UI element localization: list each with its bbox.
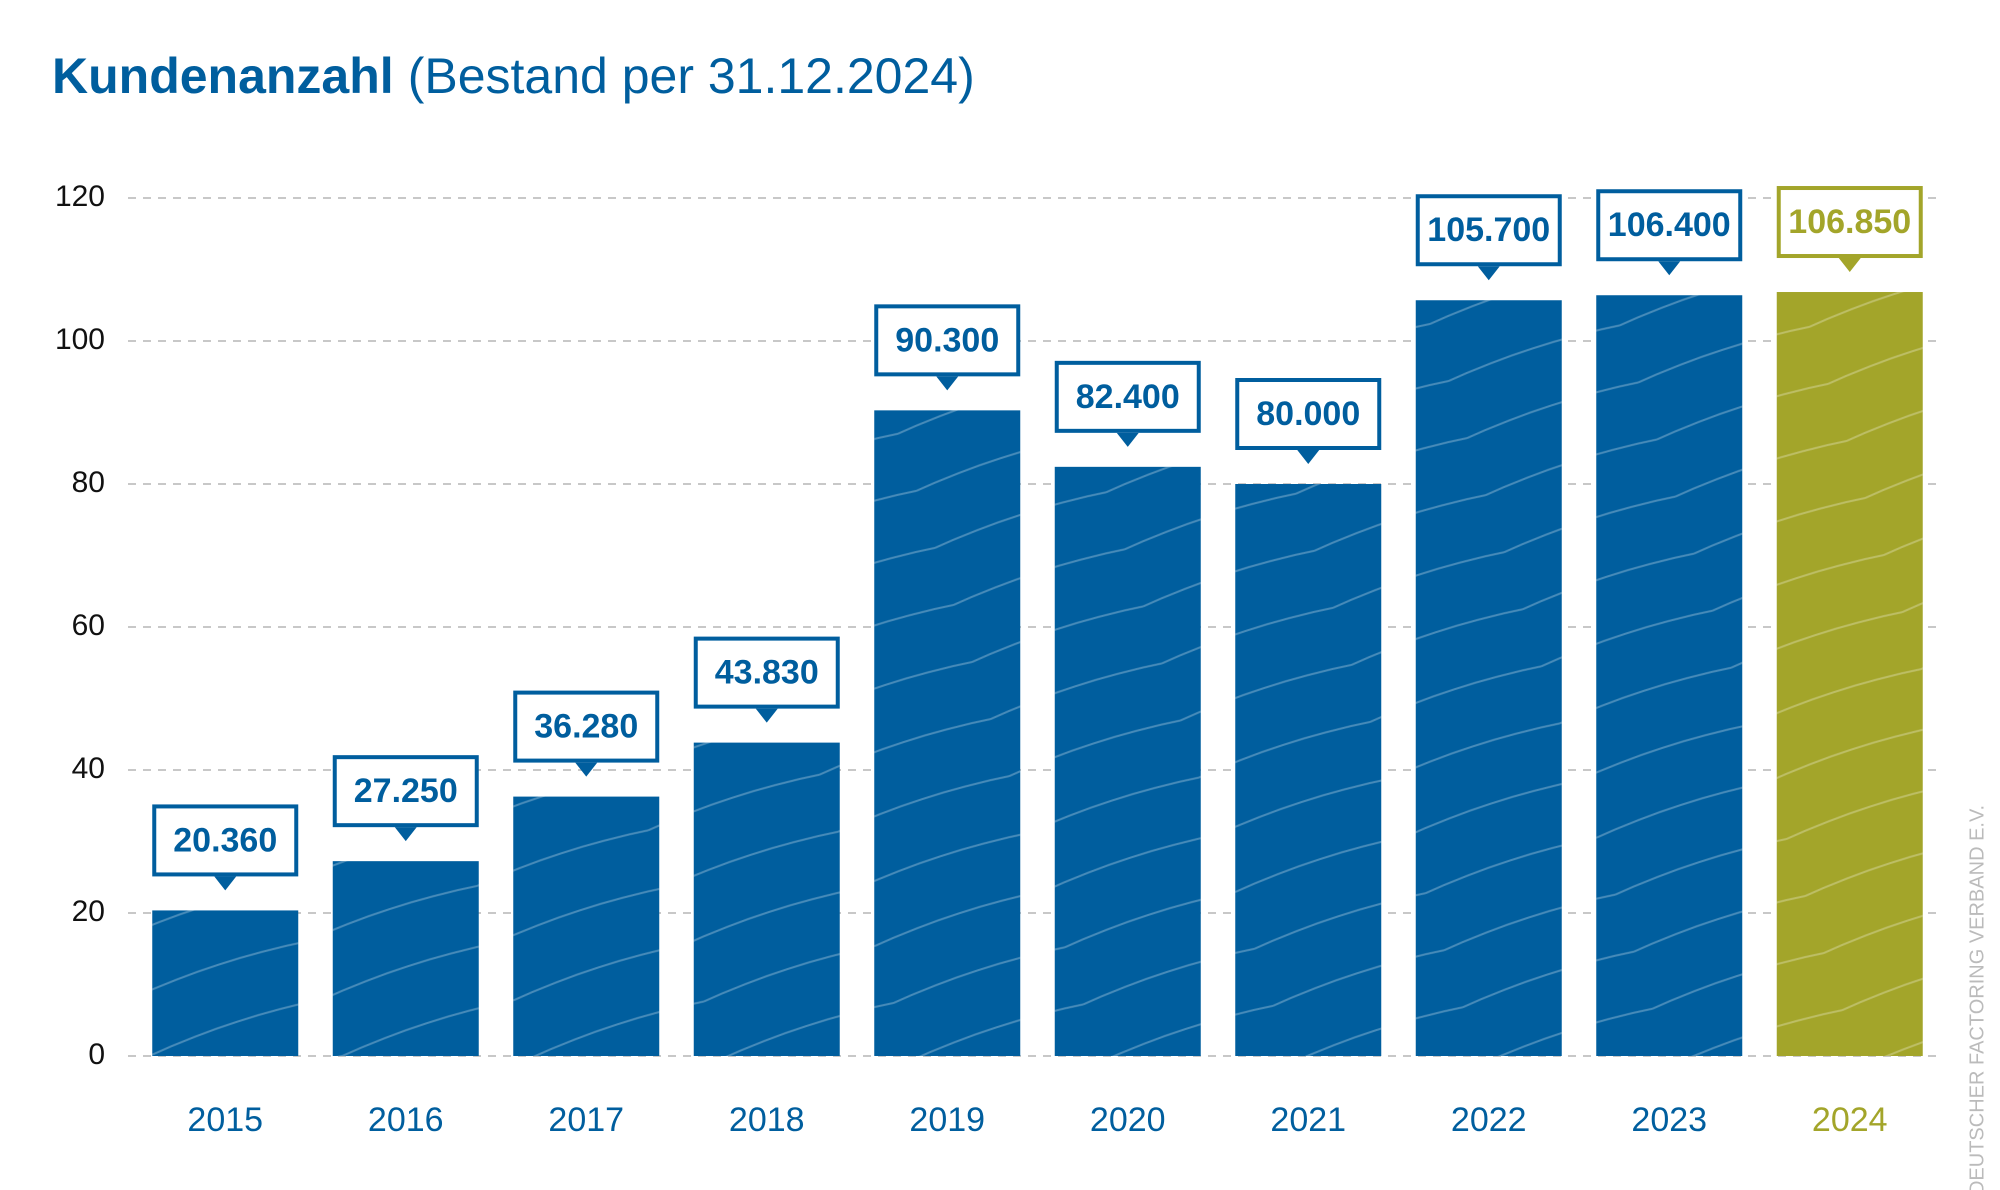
label-box: [513, 690, 660, 763]
x-tick-label: 2020: [1090, 1101, 1166, 1139]
y-tick-label: 80: [72, 466, 105, 499]
label-box: [1776, 186, 1923, 259]
x-tick-label: 2015: [187, 1101, 263, 1139]
label-pointer: [1297, 450, 1320, 464]
y-tick-label: 20: [72, 895, 105, 928]
bar-texture: [1596, 295, 1743, 1056]
value-label: 80.000: [1256, 395, 1360, 433]
bar-texture: [1054, 466, 1201, 1057]
bar-texture: [874, 410, 1021, 1057]
y-tick-label: 40: [72, 752, 105, 785]
label-pointer: [575, 762, 598, 777]
y-tick-label: 120: [55, 180, 105, 213]
label-box: [332, 755, 479, 828]
label-box: [874, 304, 1021, 377]
x-tick-label: 2022: [1451, 1101, 1527, 1139]
bar-texture: [1776, 292, 1923, 1057]
value-label: 43.830: [715, 654, 819, 692]
x-tick-label: 2023: [1631, 1101, 1707, 1139]
value-label: 106.400: [1608, 206, 1731, 244]
value-label: 20.360: [173, 821, 277, 859]
label-pointer: [755, 708, 778, 723]
label-pointer: [1838, 258, 1861, 273]
bar-texture: [693, 742, 840, 1056]
label-box: [693, 636, 840, 709]
x-tick-label: 2021: [1270, 1101, 1346, 1139]
label-box: [1235, 378, 1382, 450]
label-box: [1415, 194, 1562, 267]
value-label: 36.280: [534, 708, 638, 746]
label-pointer: [1477, 266, 1500, 281]
source: DEUTSCHER FACTORING VERBAND E.V.: [1966, 805, 1988, 1190]
label-pointer: [1116, 432, 1139, 447]
value-label: 90.300: [895, 321, 999, 359]
label-pointer: [214, 876, 237, 891]
x-tick-label: 2016: [368, 1101, 444, 1139]
bar-texture: [1235, 484, 1382, 1056]
y-tick-label: 60: [72, 609, 105, 642]
y-tick-label: 0: [88, 1038, 105, 1071]
label-box: [152, 804, 299, 877]
x-tick-label: 2024: [1812, 1101, 1888, 1139]
value-label: 105.700: [1427, 211, 1550, 249]
x-tick-label: 2018: [729, 1101, 805, 1139]
bar-texture: [1415, 300, 1562, 1056]
y-tick-label: 100: [55, 323, 105, 356]
x-tick-label: 2019: [909, 1101, 985, 1139]
value-label: 106.850: [1788, 203, 1911, 241]
label-box: [1596, 189, 1743, 262]
label-pointer: [394, 827, 417, 842]
label-box: [1054, 360, 1201, 433]
bar-texture: [152, 910, 299, 1056]
chart-title: Kundenanzahl (Bestand per 31.12.2024): [52, 48, 975, 104]
bar-texture: [513, 796, 660, 1056]
x-tick-label: 2017: [548, 1101, 624, 1139]
label-pointer: [936, 376, 959, 391]
label-pointer: [1658, 261, 1681, 276]
value-label: 27.250: [354, 772, 458, 810]
value-label: 82.400: [1076, 378, 1180, 416]
bar-texture: [332, 861, 479, 1056]
